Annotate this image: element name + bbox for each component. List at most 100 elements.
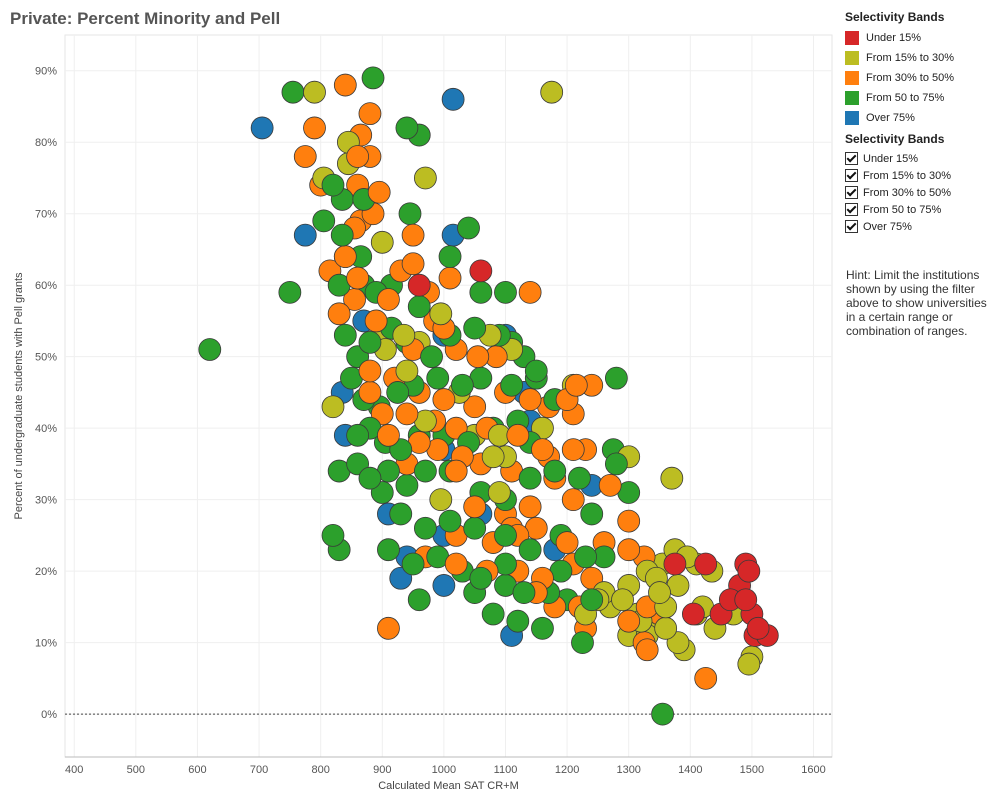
data-point [358,466,382,490]
filter-checkbox[interactable] [845,186,858,199]
data-point [429,302,453,326]
filter-checkbox[interactable] [845,203,858,216]
data-point [737,559,761,583]
data-point [438,509,462,533]
data-point [734,588,758,612]
filter-label: From 50 to 75% [863,203,942,216]
filter-checkbox[interactable] [845,152,858,165]
legend-item[interactable]: From 15% to 30% [845,48,1004,68]
data-point [564,373,588,397]
data-point [321,523,345,547]
data-point [426,366,450,390]
data-point [469,259,493,283]
legend-item[interactable]: Over 75% [845,108,1004,128]
data-point [395,402,419,426]
data-point [444,552,468,576]
data-point [367,180,391,204]
data-point [512,581,536,604]
legend-title: Selectivity Bands [845,10,945,24]
legend-item[interactable]: Under 15% [845,28,1004,48]
y-tick-label: 50% [35,352,57,364]
data-point [333,245,357,269]
data-point [401,552,425,576]
data-point [463,395,487,419]
data-point [346,423,370,447]
data-point [333,323,357,347]
data-point [281,80,305,104]
data-point [518,466,542,490]
data-point [413,459,437,483]
data-point [327,302,351,326]
data-point [395,359,419,383]
data-point [580,588,604,612]
legend-item[interactable]: From 30% to 50% [845,68,1004,88]
data-point [654,616,678,640]
filter-item[interactable]: From 50 to 75% [845,201,1004,218]
x-tick-label: 1500 [740,764,764,776]
data-point [407,295,431,319]
filter-item[interactable]: From 15% to 30% [845,167,1004,184]
data-point [377,288,400,311]
legend-label: Under 15% [866,32,922,44]
data-point [312,209,336,233]
data-point [398,202,422,226]
data-point [346,145,370,168]
filter-checkbox[interactable] [845,220,858,233]
data-point [389,502,413,526]
legend-swatch [845,91,859,105]
x-tick-label: 1600 [801,764,825,776]
y-tick-label: 20% [35,566,57,578]
legend-label: From 30% to 50% [866,72,955,84]
data-point [429,488,453,512]
data-point [481,445,505,469]
data-point [651,702,674,726]
data-point [604,452,628,476]
data-point [481,602,505,626]
data-point [364,309,388,333]
legend-swatch [845,51,859,65]
data-point [407,588,431,612]
x-tick-label: 500 [127,764,145,776]
legend-label: Over 75% [866,112,915,124]
data-point [469,280,493,304]
data-point [681,602,705,626]
data-point [604,366,628,390]
data-point [293,223,317,247]
filter-label: From 15% to 30% [863,169,952,182]
data-point [487,481,511,504]
x-tick-label: 1400 [678,764,702,776]
data-point [663,552,687,576]
filter-label: Under 15% [863,152,919,165]
filter-item[interactable]: Under 15% [845,150,1004,167]
x-axis-label: Calculated Mean SAT CR+M [378,780,519,792]
data-point [432,574,456,597]
x-tick-label: 400 [65,764,83,776]
filter-title: Selectivity Bands [845,132,945,146]
x-tick-label: 1000 [432,764,456,776]
data-point [413,166,437,190]
y-tick-label: 40% [35,423,57,435]
data-point [370,230,394,254]
filter-item[interactable]: Over 75% [845,218,1004,235]
legend-swatch [845,111,859,125]
data-point [250,116,274,140]
data-point [598,473,622,497]
data-point [540,80,564,104]
legend-item[interactable]: From 50 to 75% [845,88,1004,108]
data-point [737,652,761,676]
hint-text: Hint: Limit the institutions shown by us… [846,268,987,338]
filter-item[interactable]: From 30% to 50% [845,184,1004,201]
data-point [330,223,354,247]
data-point [506,423,530,447]
filter-checkbox[interactable] [845,169,858,182]
data-point [358,102,382,126]
data-point [377,538,400,562]
legend-label: From 50 to 75% [866,92,945,104]
y-tick-label: 70% [35,209,57,221]
data-point [635,638,659,662]
data-point [500,373,524,397]
data-point [377,616,400,640]
data-point [358,381,382,404]
y-tick-label: 10% [35,638,57,650]
x-tick-label: 1300 [616,764,640,776]
